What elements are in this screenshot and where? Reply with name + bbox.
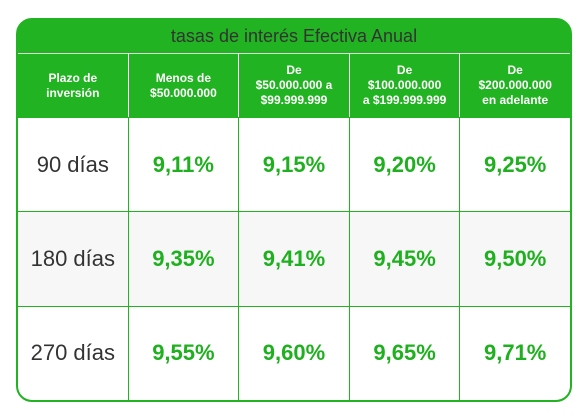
column-header: De $200.000.000 en adelante (460, 53, 570, 117)
rate-cell: 9,45% (349, 212, 460, 306)
table-title: tasas de interés Efectiva Anual (18, 20, 570, 53)
rate-cell: 9,65% (349, 306, 460, 400)
rate-cell: 9,25% (460, 118, 570, 212)
column-header: Menos de $50.000.000 (128, 53, 239, 117)
rates-table: tasas de interés Efectiva Anual Plazo de… (16, 18, 572, 402)
term-label: 180 días (18, 212, 128, 306)
column-header: De $100.000.000 a $199.999.999 (349, 53, 460, 117)
term-label: 270 días (18, 306, 128, 400)
rate-cell: 9,55% (128, 306, 239, 400)
rate-cell: 9,11% (128, 118, 239, 212)
rate-cell: 9,15% (239, 118, 349, 212)
rate-cell: 9,50% (460, 212, 570, 306)
rate-cell: 9,20% (349, 118, 460, 212)
column-header: Plazo de inversión (18, 53, 128, 117)
rate-cell: 9,60% (239, 306, 349, 400)
rate-cell: 9,71% (460, 306, 570, 400)
column-header: De $50.000.000 a $99.999.999 (239, 53, 349, 117)
rate-cell: 9,35% (128, 212, 239, 306)
rate-cell: 9,41% (239, 212, 349, 306)
table-grid: Plazo de inversión Menos de $50.000.000 De… (18, 53, 570, 400)
term-label: 90 días (18, 118, 128, 212)
